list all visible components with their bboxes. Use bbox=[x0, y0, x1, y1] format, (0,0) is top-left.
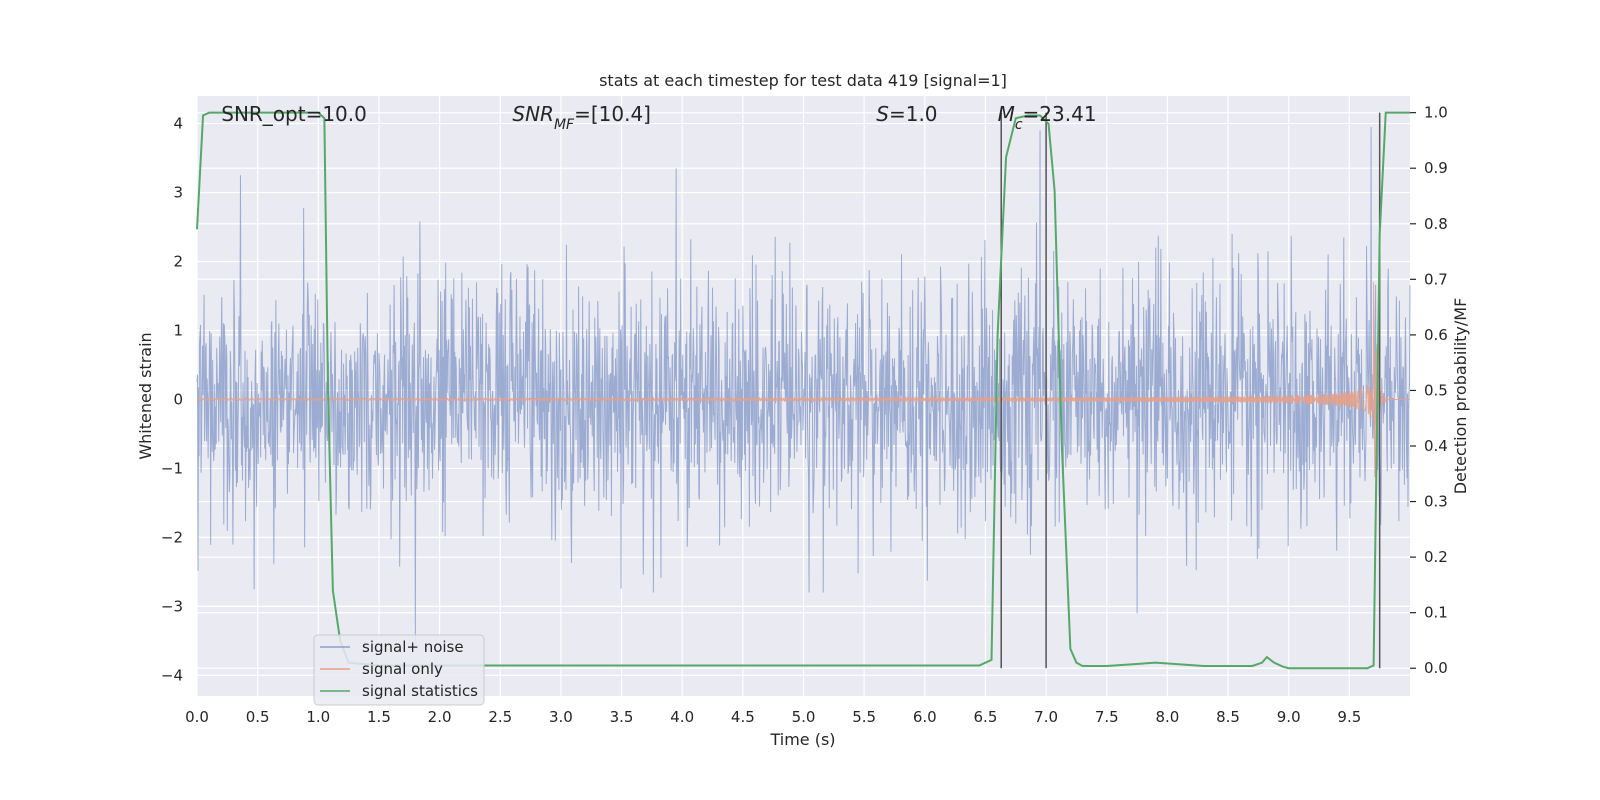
y-right-tick-label-5: 0.5 bbox=[1424, 381, 1448, 399]
y-right-tick-label-4: 0.4 bbox=[1424, 437, 1448, 455]
legend: signal+ noise signal only signal statist… bbox=[313, 634, 485, 706]
signal-noise-line bbox=[196, 127, 1411, 641]
legend-label-signal-statistics: signal statistics bbox=[362, 682, 478, 700]
annotation-1-part-2: =[10.4] bbox=[574, 102, 651, 126]
y-left-tick-label-8: 4 bbox=[173, 115, 183, 133]
y-right-tick-label-8: 0.8 bbox=[1424, 215, 1448, 233]
annotation-1-part-1: MF bbox=[554, 117, 575, 133]
x-tick-label-17: 8.5 bbox=[1216, 708, 1240, 726]
y-left-axis-label: Whitened strain bbox=[136, 332, 155, 459]
x-tick-label-16: 8.0 bbox=[1155, 708, 1179, 726]
annotation-2-part-1: =1.0 bbox=[889, 102, 938, 126]
signal-only-series bbox=[196, 282, 1410, 478]
signal-statistics-series bbox=[196, 111, 1410, 670]
y-right-tick-label-6: 0.6 bbox=[1424, 326, 1448, 344]
x-tick-label-15: 7.5 bbox=[1095, 708, 1119, 726]
y-right-tick-label-2: 0.2 bbox=[1424, 548, 1448, 566]
x-tick-label-7: 3.5 bbox=[610, 708, 634, 726]
x-tick-label-13: 6.5 bbox=[974, 708, 998, 726]
annotation-3-part-2: =23.41 bbox=[1023, 102, 1097, 126]
annotation-2-part-0: S bbox=[876, 102, 889, 126]
annotation-3: Mc=23.41 bbox=[998, 102, 1097, 133]
annotation-3-part-1: c bbox=[1015, 117, 1023, 133]
x-tick-label-18: 9.0 bbox=[1277, 708, 1301, 726]
y-right-tick-label-10: 1.0 bbox=[1424, 104, 1448, 122]
y-right-axis-label: Detection probability/MF bbox=[1451, 298, 1470, 495]
y-right-tick-label-9: 0.9 bbox=[1424, 159, 1448, 177]
x-tick-label-4: 2.0 bbox=[428, 708, 452, 726]
y-right-axis-ticks: 0.0 0.1 0.2 0.3 0.4 0.5 0.6 0.7 0.8 0.9 1.0 bbox=[1410, 104, 1448, 677]
annotation-2: S=1.0 bbox=[876, 102, 937, 126]
x-tick-label-19: 9.5 bbox=[1337, 708, 1361, 726]
x-tick-label-12: 6.0 bbox=[913, 708, 937, 726]
legend-box bbox=[313, 634, 485, 706]
legend-label-signal-noise: signal+ noise bbox=[362, 638, 464, 656]
legend-label-signal-only: signal only bbox=[362, 660, 443, 678]
y-right-tick-label-0: 0.0 bbox=[1424, 659, 1448, 677]
y-left-tick-label-5: 1 bbox=[173, 321, 183, 339]
signal-only-line bbox=[196, 282, 1410, 478]
x-tick-label-14: 7.0 bbox=[1034, 708, 1058, 726]
y-left-tick-label-6: 2 bbox=[173, 253, 183, 271]
annotation-0-part-0: SNR_opt=10.0 bbox=[221, 102, 367, 126]
y-left-tick-label-4: 0 bbox=[173, 390, 183, 408]
x-tick-label-8: 4.0 bbox=[670, 708, 694, 726]
annotation-0: SNR_opt=10.0 bbox=[221, 102, 367, 126]
y-left-axis-ticks: −4 −3 −2 −1 0 1 2 3 4 bbox=[161, 115, 183, 685]
y-right-tick-label-1: 0.1 bbox=[1424, 604, 1448, 622]
y-right-tick-label-3: 0.3 bbox=[1424, 493, 1448, 511]
annotations: SNR_opt=10.0 SNRMF=[10.4] S=1.0 Mc=23.41 bbox=[221, 102, 1096, 133]
y-left-tick-label-3: −1 bbox=[161, 459, 183, 477]
x-tick-label-0: 0.0 bbox=[185, 708, 209, 726]
x-tick-label-5: 2.5 bbox=[488, 708, 512, 726]
x-tick-label-10: 5.0 bbox=[792, 708, 816, 726]
x-axis-label: Time (s) bbox=[769, 730, 835, 749]
annotation-1-part-0: SNR bbox=[512, 102, 554, 126]
y-left-tick-label-7: 3 bbox=[173, 184, 183, 202]
x-tick-label-1: 0.5 bbox=[246, 708, 270, 726]
annotation-1: SNRMF=[10.4] bbox=[512, 102, 651, 133]
x-tick-label-2: 1.0 bbox=[306, 708, 330, 726]
y-left-tick-label-1: −3 bbox=[161, 597, 183, 615]
x-tick-label-3: 1.5 bbox=[367, 708, 391, 726]
chart-title: stats at each timestep for test data 419… bbox=[599, 71, 1007, 90]
x-axis-ticks: 0.0 0.5 1.0 1.5 2.0 2.5 3.0 3.5 4.0 4.5 5.0 5.5 6.0 6… bbox=[185, 708, 1361, 726]
y-right-tick-label-7: 0.7 bbox=[1424, 270, 1448, 288]
x-tick-label-6: 3.0 bbox=[549, 708, 573, 726]
y-left-tick-label-0: −4 bbox=[161, 666, 183, 684]
signal-statistics-line bbox=[196, 111, 1410, 670]
y-left-tick-label-2: −2 bbox=[161, 528, 183, 546]
x-tick-label-11: 5.5 bbox=[852, 708, 876, 726]
vertical-markers bbox=[1000, 112, 1381, 669]
annotation-3-part-0: M bbox=[998, 102, 1015, 126]
x-tick-label-9: 4.5 bbox=[731, 708, 755, 726]
signal-noise-series bbox=[196, 127, 1411, 641]
